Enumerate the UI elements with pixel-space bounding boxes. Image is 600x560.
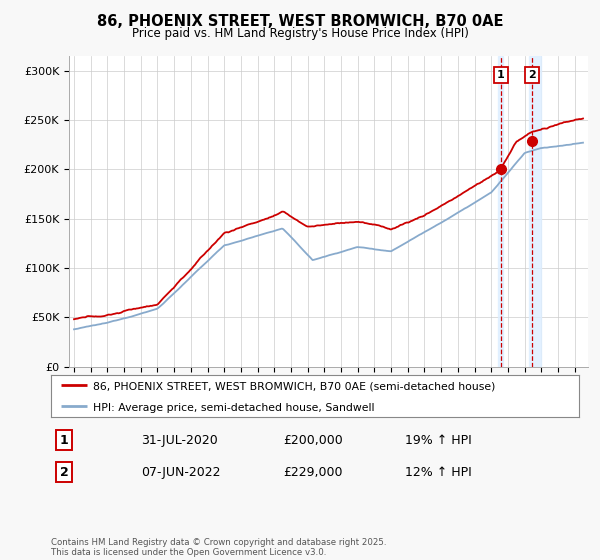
Text: £200,000: £200,000 <box>283 433 343 447</box>
Text: Contains HM Land Registry data © Crown copyright and database right 2025.
This d: Contains HM Land Registry data © Crown c… <box>51 538 386 557</box>
Text: 86, PHOENIX STREET, WEST BROMWICH, B70 0AE: 86, PHOENIX STREET, WEST BROMWICH, B70 0… <box>97 14 503 29</box>
Text: Price paid vs. HM Land Registry's House Price Index (HPI): Price paid vs. HM Land Registry's House … <box>131 27 469 40</box>
Text: 12% ↑ HPI: 12% ↑ HPI <box>405 465 472 479</box>
Text: 31-JUL-2020: 31-JUL-2020 <box>141 433 218 447</box>
Text: 1: 1 <box>497 70 505 80</box>
Text: HPI: Average price, semi-detached house, Sandwell: HPI: Average price, semi-detached house,… <box>93 403 375 413</box>
Text: 1: 1 <box>60 433 68 447</box>
Text: 07-JUN-2022: 07-JUN-2022 <box>141 465 220 479</box>
Text: 2: 2 <box>528 70 536 80</box>
Text: 86, PHOENIX STREET, WEST BROMWICH, B70 0AE (semi-detached house): 86, PHOENIX STREET, WEST BROMWICH, B70 0… <box>93 381 496 391</box>
Text: 2: 2 <box>60 465 68 479</box>
Text: £229,000: £229,000 <box>283 465 343 479</box>
Bar <box>529 56 541 367</box>
Text: 19% ↑ HPI: 19% ↑ HPI <box>405 433 472 447</box>
Bar <box>499 56 503 367</box>
